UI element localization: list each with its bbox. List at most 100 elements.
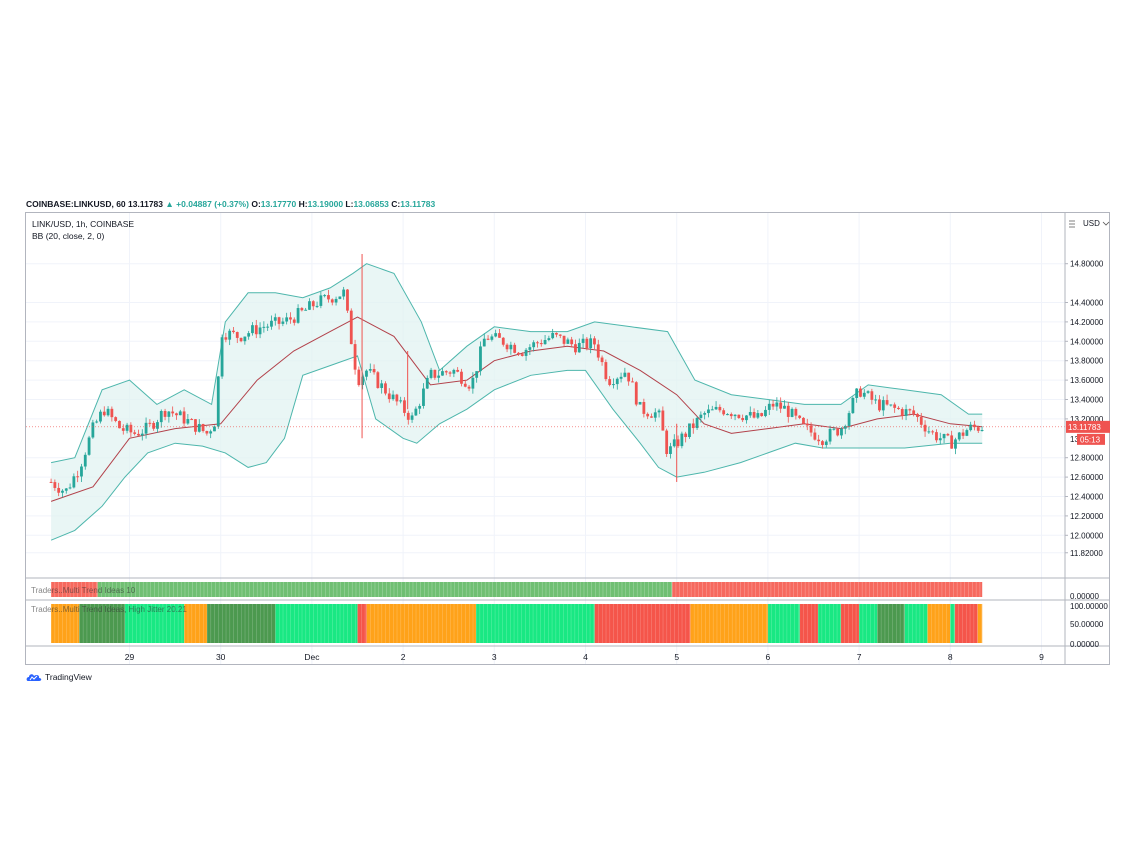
candle-body	[855, 388, 859, 398]
candle-body	[596, 344, 600, 358]
candle-body	[699, 414, 703, 418]
countdown-tag	[1077, 433, 1105, 445]
candle-body	[273, 317, 277, 321]
current-price-text: 13.11783	[1068, 423, 1101, 432]
candle-body	[418, 405, 422, 409]
candle-body	[209, 431, 213, 434]
candle-body	[634, 382, 638, 405]
candle-body	[463, 383, 467, 387]
candle-body	[821, 441, 824, 445]
bb-legend[interactable]: BB (20, close, 2, 0)	[32, 231, 105, 241]
indicator2-bar	[476, 604, 595, 643]
candle-body	[619, 376, 623, 379]
bb-fill	[51, 263, 983, 541]
candle-body	[881, 400, 885, 411]
indicator2-tick-label: 50.00000	[1070, 620, 1104, 629]
candle-body	[433, 369, 437, 378]
candle-body	[520, 354, 524, 356]
candle-body	[399, 400, 403, 402]
indicator2-bar	[767, 604, 800, 643]
series-legend[interactable]: LINK/USD, 1h, COINBASE	[32, 219, 135, 229]
candle-body	[266, 326, 270, 328]
candle-body	[91, 422, 95, 438]
candle-body	[942, 433, 946, 439]
candle-body	[874, 399, 878, 401]
candle-body	[923, 424, 927, 432]
y-tick-label: 12.20000	[1070, 512, 1104, 521]
candle-body	[680, 433, 684, 447]
candle-body	[57, 487, 61, 493]
indicator-pane-1: Traders..Multi Trend Ideas 10	[31, 582, 983, 597]
y-tick-label: 13.40000	[1070, 396, 1104, 405]
candle-body	[752, 412, 756, 418]
x-tick-label: 7	[857, 652, 862, 662]
candle-body	[262, 326, 266, 328]
x-tick-label: 5	[674, 652, 679, 662]
candle-body	[201, 424, 205, 432]
candle-body	[710, 409, 714, 411]
candle-body	[566, 339, 570, 344]
candle-body	[741, 417, 745, 421]
candle-body	[733, 414, 737, 417]
candle-body	[365, 370, 368, 377]
indicator2-bar	[977, 604, 983, 643]
candle-body	[908, 409, 912, 411]
low-label: L:	[345, 199, 354, 209]
candle-body	[581, 338, 585, 343]
x-tick-label: Dec	[304, 652, 320, 662]
x-tick-label: 3	[492, 652, 497, 662]
candle-body	[144, 422, 148, 434]
chart-frame[interactable]	[25, 212, 1110, 665]
candle-body	[722, 410, 726, 415]
indicator2-bar	[690, 604, 768, 643]
candle-body	[486, 338, 490, 340]
candle-body	[695, 417, 699, 429]
candle-body	[631, 381, 634, 383]
indicator1-tick-label: 0.00000	[1070, 592, 1099, 601]
candle-body	[156, 422, 159, 429]
candle-body	[847, 413, 851, 426]
candle-body	[224, 337, 228, 340]
candle-body	[205, 431, 209, 434]
candle-body	[372, 369, 376, 373]
candle-body	[175, 413, 178, 416]
x-tick-label: 4	[583, 652, 588, 662]
candle-body	[771, 403, 775, 407]
candle-body	[593, 338, 596, 345]
bb-upper	[50, 263, 983, 464]
y-tick-label: 14.80000	[1070, 260, 1104, 269]
candle-body	[900, 409, 904, 416]
x-tick-label: 6	[766, 652, 771, 662]
candle-body	[140, 433, 144, 436]
symbol-header: COINBASE:LINKUSD, 60 13.11783 ▲ +0.04887…	[26, 199, 435, 209]
candle-body	[368, 369, 372, 371]
indicator1-bar	[51, 582, 98, 597]
candle-body	[828, 428, 832, 442]
x-tick-label: 29	[125, 652, 135, 662]
candle-body	[494, 333, 498, 337]
bollinger-bands	[50, 263, 983, 541]
candle-body	[422, 388, 425, 406]
candle-body	[152, 422, 156, 429]
brand-label: TradingView	[45, 672, 92, 682]
candle-body	[281, 321, 285, 324]
candle-body	[843, 425, 847, 429]
candle-body	[904, 409, 908, 416]
candle-body	[965, 430, 969, 436]
candle-body	[444, 371, 448, 373]
candle-body	[513, 344, 517, 353]
candle-body	[178, 411, 182, 416]
candle-body	[296, 308, 300, 323]
candle-body	[604, 362, 608, 380]
candle-body	[916, 413, 919, 418]
candle-body	[642, 401, 646, 414]
candle-body	[729, 414, 733, 417]
candle-body	[129, 424, 133, 433]
indicator2-tick-label: 0.00000	[1070, 640, 1099, 649]
candle-body	[330, 299, 334, 303]
candle-body	[748, 412, 752, 416]
indicator2-bar	[594, 604, 691, 643]
candle-body	[760, 413, 764, 417]
tradingview-brand[interactable]: TradingView	[26, 672, 92, 682]
